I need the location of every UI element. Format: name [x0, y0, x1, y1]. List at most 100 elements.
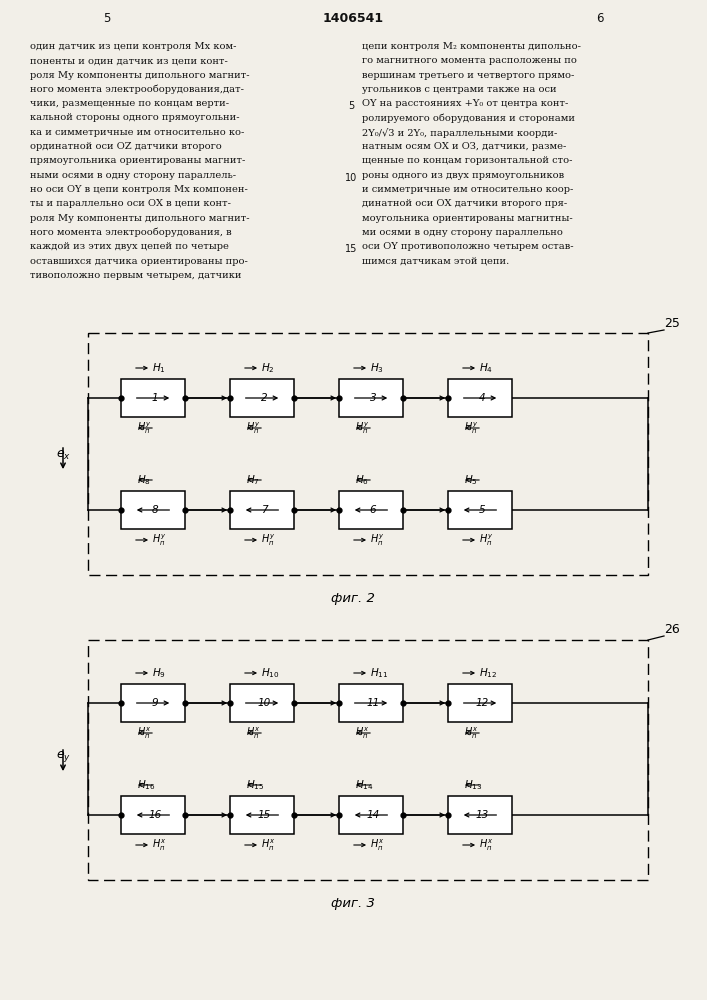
- Text: $H_{10}$: $H_{10}$: [261, 666, 279, 680]
- Text: 11: 11: [366, 698, 380, 708]
- Bar: [448, 379, 512, 417]
- Text: $H^y_п$: $H^y_п$: [355, 420, 369, 436]
- Text: натным осям ОХ и ОЗ, датчики, разме-: натным осям ОХ и ОЗ, датчики, разме-: [362, 142, 566, 151]
- Text: 5: 5: [348, 101, 354, 111]
- Text: кальной стороны одного прямоугольни-: кальной стороны одного прямоугольни-: [30, 113, 240, 122]
- Text: $e_x$: $e_x$: [56, 448, 71, 462]
- Text: ординатной оси OZ датчики второго: ординатной оси OZ датчики второго: [30, 142, 222, 151]
- Bar: [339, 796, 403, 834]
- Bar: [339, 684, 403, 722]
- Text: 12: 12: [475, 698, 489, 708]
- Bar: [88, 333, 648, 575]
- Text: $H_{14}$: $H_{14}$: [355, 778, 373, 792]
- Text: $H_{11}$: $H_{11}$: [370, 666, 388, 680]
- Bar: [88, 640, 648, 880]
- Text: угольников с центрами также на оси: угольников с центрами также на оси: [362, 85, 556, 94]
- Text: 5: 5: [103, 11, 111, 24]
- Text: $H_1$: $H_1$: [152, 361, 165, 375]
- Text: фиг. 2: фиг. 2: [331, 592, 375, 605]
- Bar: [230, 491, 294, 529]
- Text: $H_6$: $H_6$: [355, 473, 369, 487]
- Text: $H^x_п$: $H^x_п$: [464, 725, 478, 741]
- Text: $H^y_п$: $H^y_п$: [137, 420, 151, 436]
- Text: чики, размещенные по концам верти-: чики, размещенные по концам верти-: [30, 99, 229, 108]
- Text: 6: 6: [370, 505, 376, 515]
- Text: $H_8$: $H_8$: [137, 473, 151, 487]
- Text: $H^x_п$: $H^x_п$: [370, 837, 384, 853]
- Text: один датчик из цепи контроля Мх ком-: один датчик из цепи контроля Мх ком-: [30, 42, 237, 51]
- Text: роны одного из двух прямоугольников: роны одного из двух прямоугольников: [362, 171, 564, 180]
- Text: 3: 3: [370, 393, 376, 403]
- Text: прямоугольника ориентированы магнит-: прямоугольника ориентированы магнит-: [30, 156, 245, 165]
- Text: 9: 9: [152, 698, 158, 708]
- Text: $H_5$: $H_5$: [464, 473, 478, 487]
- Bar: [230, 379, 294, 417]
- Text: 7: 7: [261, 505, 267, 515]
- Text: ты и параллельно оси ОХ в цепи конт-: ты и параллельно оси ОХ в цепи конт-: [30, 199, 231, 208]
- Bar: [121, 491, 185, 529]
- Text: 6: 6: [596, 11, 604, 24]
- Bar: [448, 684, 512, 722]
- Text: ми осями в одну сторону параллельно: ми осями в одну сторону параллельно: [362, 228, 563, 237]
- Text: 4: 4: [479, 393, 485, 403]
- Bar: [121, 684, 185, 722]
- Text: $H_4$: $H_4$: [479, 361, 493, 375]
- Text: $H^y_п$: $H^y_п$: [246, 420, 260, 436]
- Text: $H^x_п$: $H^x_п$: [261, 837, 275, 853]
- Text: ролируемого оборудования и сторонами: ролируемого оборудования и сторонами: [362, 113, 575, 123]
- Text: 10: 10: [345, 173, 357, 183]
- Text: 15: 15: [345, 244, 357, 254]
- Bar: [339, 379, 403, 417]
- Bar: [121, 796, 185, 834]
- Text: $H_2$: $H_2$: [261, 361, 274, 375]
- Text: 25: 25: [664, 317, 680, 330]
- Text: ка и симметричные им относительно ко-: ка и симметричные им относительно ко-: [30, 128, 245, 137]
- Text: $H_{12}$: $H_{12}$: [479, 666, 497, 680]
- Text: шимся датчикам этой цепи.: шимся датчикам этой цепи.: [362, 256, 509, 265]
- Text: 1: 1: [152, 393, 158, 403]
- Text: $H_{15}$: $H_{15}$: [246, 778, 264, 792]
- Text: щенные по концам горизонтальной сто-: щенные по концам горизонтальной сто-: [362, 156, 573, 165]
- Text: $H^y_п$: $H^y_п$: [261, 532, 275, 548]
- Text: поненты и один датчик из цепи конт-: поненты и один датчик из цепи конт-: [30, 56, 228, 65]
- Text: моугольника ориентированы магнитны-: моугольника ориентированы магнитны-: [362, 214, 573, 223]
- Text: роля Му компоненты дипольного магнит-: роля Му компоненты дипольного магнит-: [30, 214, 250, 223]
- Text: но оси OY в цепи контроля Мх компонен-: но оси OY в цепи контроля Мх компонен-: [30, 185, 248, 194]
- Text: и симметричные им относительно коор-: и симметричные им относительно коор-: [362, 185, 573, 194]
- Text: каждой из этих двух цепей по четыре: каждой из этих двух цепей по четыре: [30, 242, 229, 251]
- Text: $H_{13}$: $H_{13}$: [464, 778, 482, 792]
- Text: $H^y_п$: $H^y_п$: [479, 532, 493, 548]
- Text: $H^y_п$: $H^y_п$: [370, 532, 384, 548]
- Text: оставшихся датчика ориентированы про-: оставшихся датчика ориентированы про-: [30, 256, 248, 265]
- Text: 5: 5: [479, 505, 485, 515]
- Text: фиг. 3: фиг. 3: [331, 897, 375, 910]
- Bar: [230, 684, 294, 722]
- Text: OY на расстояниях +Y₀ от центра конт-: OY на расстояниях +Y₀ от центра конт-: [362, 99, 568, 108]
- Text: 8: 8: [152, 505, 158, 515]
- Bar: [121, 379, 185, 417]
- Text: $H^y_п$: $H^y_п$: [464, 420, 478, 436]
- Text: 10: 10: [257, 698, 271, 708]
- Text: $H_{16}$: $H_{16}$: [137, 778, 156, 792]
- Text: $H_9$: $H_9$: [152, 666, 166, 680]
- Text: $H^x_п$: $H^x_п$: [479, 837, 493, 853]
- Bar: [448, 491, 512, 529]
- Text: $H^x_п$: $H^x_п$: [137, 725, 151, 741]
- Text: 2Y₀/√3 и 2Y₀, параллельными коорди-: 2Y₀/√3 и 2Y₀, параллельными коорди-: [362, 128, 557, 138]
- Text: го магнитного момента расположены по: го магнитного момента расположены по: [362, 56, 577, 65]
- Text: тивоположно первым четырем, датчики: тивоположно первым четырем, датчики: [30, 271, 242, 280]
- Text: ного момента электрооборудования,дат-: ного момента электрооборудования,дат-: [30, 85, 244, 94]
- Bar: [230, 796, 294, 834]
- Bar: [339, 491, 403, 529]
- Bar: [448, 796, 512, 834]
- Text: $H^x_п$: $H^x_п$: [246, 725, 260, 741]
- Text: 16: 16: [148, 810, 162, 820]
- Text: 13: 13: [475, 810, 489, 820]
- Text: 15: 15: [257, 810, 271, 820]
- Text: $H_7$: $H_7$: [246, 473, 259, 487]
- Text: ного момента электрооборудования, в: ного момента электрооборудования, в: [30, 228, 232, 237]
- Text: $H^y_п$: $H^y_п$: [152, 532, 166, 548]
- Text: $e_y$: $e_y$: [56, 750, 71, 764]
- Text: роля Му компоненты дипольного магнит-: роля Му компоненты дипольного магнит-: [30, 71, 250, 80]
- Text: 2: 2: [261, 393, 267, 403]
